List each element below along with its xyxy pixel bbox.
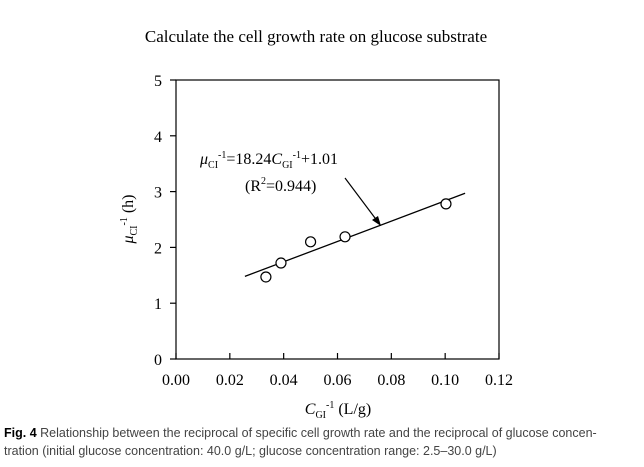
x-tick-label: 0.00 — [162, 372, 190, 389]
eq-part: C — [271, 151, 282, 168]
r-squared: (R2=0.944) — [245, 176, 316, 195]
r2-part: (R — [245, 178, 261, 195]
x-label-part: GI — [315, 410, 326, 421]
point — [260, 271, 272, 283]
point — [440, 198, 452, 210]
caption-line: tration (initial glucose concentration: … — [4, 444, 497, 458]
y-tick-label: 5 — [154, 73, 162, 90]
y-label-part: (h) — [120, 194, 137, 213]
x-tick-label: 0.08 — [377, 372, 405, 389]
r2-part: =0.944) — [266, 178, 316, 195]
y-label-part: CI — [129, 225, 140, 235]
x-label-part: -1 — [326, 400, 334, 411]
chart-title: Calculate the cell growth rate on glucos… — [145, 27, 487, 46]
point — [339, 231, 351, 243]
caption-label: Fig. 4 — [4, 426, 37, 440]
x-label-part: C — [305, 401, 316, 418]
point — [275, 257, 287, 269]
eq-part: μ — [199, 151, 208, 168]
y-tick-label: 3 — [154, 185, 162, 202]
caption: Fig. 4 Relationship between the reciproc… — [4, 426, 597, 440]
y-label-part: μ — [120, 235, 137, 244]
eq-part: -1 — [218, 150, 226, 161]
x-tick-label: 0.06 — [324, 372, 352, 389]
x-tick-label: 0.04 — [270, 372, 298, 389]
annotation-arrow — [344, 177, 379, 223]
x-tick-label: 0.10 — [431, 372, 459, 389]
y-tick-label: 0 — [154, 352, 162, 369]
x-tick-label: 0.02 — [216, 372, 244, 389]
eq-part: +1.01 — [301, 151, 338, 168]
y-axis-label: μCI-1 (h) — [119, 194, 140, 244]
y-tick-label: 4 — [154, 129, 162, 146]
point — [304, 236, 317, 248]
x-axis-label: CGI-1 (L/g) — [305, 400, 371, 421]
caption-line: Relationship between the reciprocal of s… — [40, 426, 597, 440]
x-label-part: (L/g) — [338, 401, 371, 418]
y-tick-label: 1 — [154, 296, 162, 313]
y-label-part: -1 — [119, 217, 130, 225]
eq-part: GI — [282, 160, 293, 171]
arrow-head — [372, 216, 381, 226]
eq-part: -1 — [293, 150, 301, 161]
plot-frame — [175, 79, 500, 360]
y-tick-label: 2 — [154, 240, 162, 257]
r2-part: 2 — [261, 176, 266, 187]
x-tick-label: 0.12 — [485, 372, 513, 389]
eq-part: CI — [208, 160, 218, 171]
eq-part: =18.24 — [226, 151, 271, 168]
equation: μCI-1=18.24CGI-1+1.01 — [199, 150, 338, 171]
